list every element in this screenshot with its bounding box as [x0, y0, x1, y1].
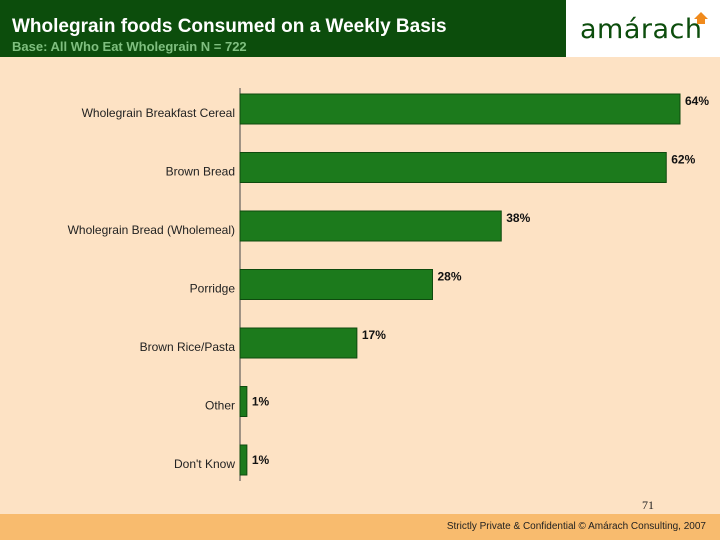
logo-house-icon [694, 12, 708, 24]
category-label: Wholegrain Bread (Wholemeal) [68, 223, 235, 237]
bar-chart: Wholegrain Breakfast Cereal 64% Brown Brea… [68, 88, 709, 481]
header-bar: Wholegrain foods Consumed on a Weekly Ba… [0, 0, 566, 57]
value-label: 62% [671, 153, 695, 167]
footer-bar: Strictly Private & Confidential © Amárac… [0, 514, 720, 540]
value-label: 38% [506, 211, 530, 225]
category-label: Porridge [190, 282, 236, 296]
value-label: 17% [362, 328, 386, 342]
value-label: 64% [685, 94, 709, 108]
logo-text: amárach [580, 14, 703, 45]
chart-subtitle: Base: All Who Eat Wholegrain N = 722 [12, 39, 247, 54]
page-number: 71 [642, 498, 654, 512]
category-label: Brown Bread [166, 165, 235, 179]
bar [239, 210, 502, 242]
bar [239, 444, 248, 476]
chart-title: Wholegrain foods Consumed on a Weekly Ba… [12, 16, 447, 37]
bar [239, 93, 681, 125]
category-label: Don't Know [174, 457, 235, 471]
logo: amárach [566, 0, 720, 57]
category-label: Brown Rice/Pasta [140, 340, 236, 354]
category-label: Wholegrain Breakfast Cereal [82, 106, 235, 120]
bar [239, 152, 667, 183]
category-label: Other [205, 399, 235, 413]
bar [239, 386, 248, 417]
value-label: 1% [252, 395, 270, 409]
bar [239, 327, 358, 359]
value-label: 1% [252, 453, 270, 467]
value-label: 28% [438, 270, 462, 284]
bar [239, 269, 433, 300]
footer-copyright: Strictly Private & Confidential © Amárac… [446, 521, 706, 532]
